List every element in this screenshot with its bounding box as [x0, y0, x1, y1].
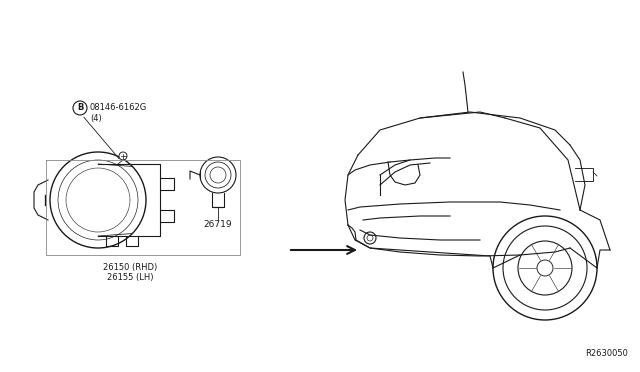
Text: (4): (4)	[90, 113, 102, 122]
Text: 26155 (LH): 26155 (LH)	[107, 273, 153, 282]
Circle shape	[119, 152, 127, 160]
Circle shape	[364, 232, 376, 244]
Circle shape	[200, 157, 236, 193]
Text: 26150 (RHD): 26150 (RHD)	[103, 263, 157, 272]
Text: 26719: 26719	[204, 220, 232, 229]
Circle shape	[73, 101, 87, 115]
Circle shape	[503, 226, 587, 310]
Text: B: B	[77, 103, 83, 112]
Circle shape	[518, 241, 572, 295]
Text: 08146-6162G: 08146-6162G	[90, 103, 147, 112]
Text: R2630050: R2630050	[585, 349, 628, 358]
Circle shape	[537, 260, 553, 276]
Circle shape	[493, 216, 597, 320]
